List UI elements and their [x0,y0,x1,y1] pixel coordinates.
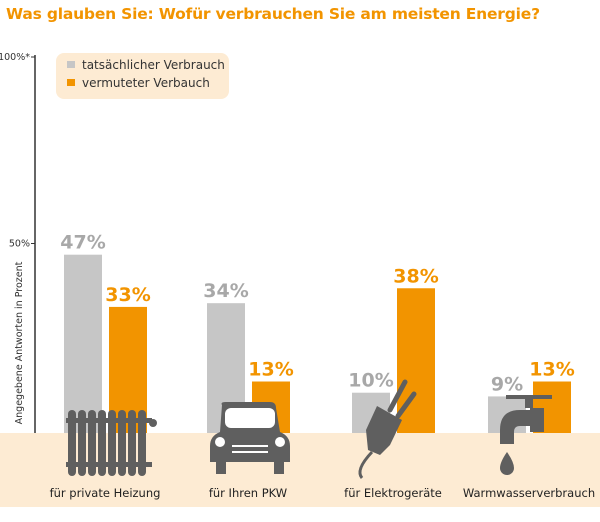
legend-label: vermuteter Verbauch [82,76,210,90]
data-label: 47% [60,232,105,254]
data-label: 33% [105,284,150,306]
radiator-fin [138,410,146,476]
data-label: 34% [203,280,248,302]
car-icon [210,402,290,474]
legend-swatch [67,79,75,86]
plug-pin [387,379,408,413]
plug-body [366,406,402,455]
car-grille [232,451,268,453]
category-label: Warmwasserverbrauch [463,486,595,500]
car-windshield [225,408,275,428]
radiator-valve [149,419,157,427]
car-headlight [275,437,285,447]
category-label: für private Heizung [50,486,161,500]
category-label: für Ihren PKW [209,486,287,500]
y-tick-label: 50% [9,239,30,250]
radiator-icon [66,410,157,476]
data-label: 13% [248,359,293,381]
radiator-pipe [66,418,152,423]
chart-title: Was glauben Sie: Wofür verbrauchen Sie a… [6,5,540,23]
tap-spout [500,410,530,444]
legend-box [56,53,229,99]
data-label: 9% [491,373,523,395]
radiator-fin [98,410,106,476]
tap-pipe [530,408,544,432]
radiator-fin [128,410,136,476]
car-headlight [215,437,225,447]
legend-swatch [67,61,75,68]
radiator-fin [118,410,126,476]
tap-handle [506,395,552,399]
radiator-fin [78,410,86,476]
radiator-pipe [66,462,152,467]
data-label: 10% [348,370,393,392]
water-tap-icon [500,395,552,475]
radiator-fin [88,410,96,476]
plug-pin [395,391,417,419]
y-axis-label: Angegebene Antworten in Prozent [14,261,25,424]
y-tick-label: 100%* [0,52,30,63]
legend-label: tatsächlicher Verbrauch [82,58,225,72]
data-label: 13% [529,359,574,381]
water-drop [500,452,514,475]
tap-stem [525,398,533,408]
radiator-fin [68,410,76,476]
car-grille [232,445,268,447]
radiator-fin [108,410,116,476]
plug-cable [358,450,374,479]
data-label: 38% [393,265,438,287]
plug-icon [358,379,417,479]
category-label: für Elektrogeräte [344,486,442,500]
bar [64,254,102,433]
